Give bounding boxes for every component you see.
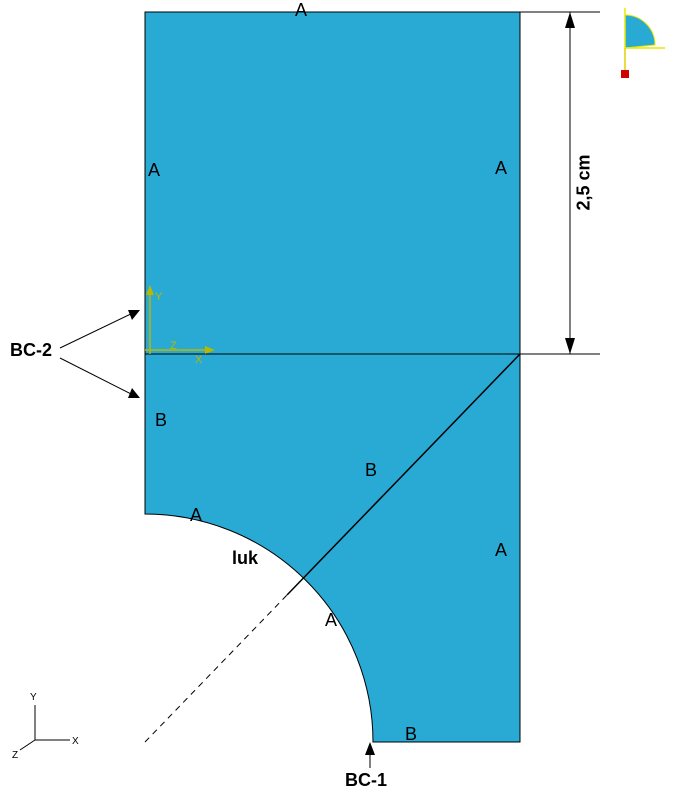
label-BC1: BC-1 [345,770,387,791]
bc1-arrow [365,742,375,768]
svg-text:Y: Y [155,291,163,303]
dimension-label: 2,5 cm [574,154,595,210]
label-luk: luk [232,548,258,569]
svg-text:X: X [195,354,203,366]
label-A-arc-lower: A [325,610,337,631]
coord-small: Y X Z [12,692,79,761]
diagonal-dashed [145,595,287,742]
svg-text:Z: Z [170,340,177,352]
label-A-arc-upper: A [190,505,202,526]
triad-icon [621,8,665,78]
label-B-bottom: B [405,724,417,745]
shape-fill [145,12,520,742]
label-BC2: BC-2 [10,340,52,361]
bc2-leaders [60,310,140,398]
label-A-right-upper: A [495,158,507,179]
svg-text:Y: Y [30,692,37,703]
svg-text:X: X [72,736,79,747]
label-B-diagonal: B [365,460,377,481]
diagram-canvas: Y X Z Y X Z [0,0,681,802]
dim-arrow-bottom [565,338,575,354]
label-B-left: B [155,410,167,431]
svg-text:Z: Z [12,750,18,761]
main-shape [145,12,520,742]
dim-arrow-top [565,12,575,28]
label-A-left-upper: A [148,160,160,181]
label-A-right-lower: A [495,540,507,561]
label-A-top: A [295,0,307,21]
